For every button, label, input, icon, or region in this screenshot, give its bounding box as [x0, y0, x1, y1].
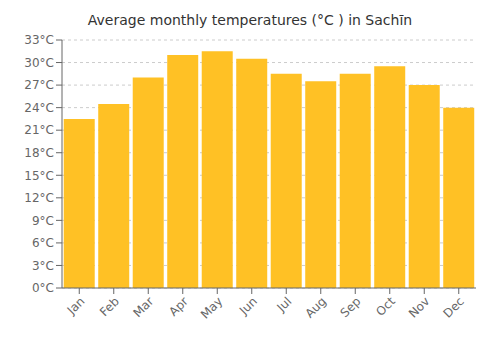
svg-text:30°C: 30°C	[24, 56, 54, 70]
svg-text:15°C: 15°C	[24, 169, 54, 183]
svg-text:Nov: Nov	[406, 294, 432, 320]
svg-text:12°C: 12°C	[24, 191, 54, 205]
svg-text:May: May	[198, 294, 225, 321]
svg-text:Sep: Sep	[337, 294, 363, 320]
svg-text:0°C: 0°C	[32, 281, 54, 295]
svg-text:Dec: Dec	[441, 294, 467, 320]
svg-text:9°C: 9°C	[32, 214, 54, 228]
svg-text:Oct: Oct	[373, 294, 398, 319]
svg-text:3°C: 3°C	[32, 259, 54, 273]
svg-text:Jan: Jan	[64, 294, 88, 318]
svg-text:6°C: 6°C	[32, 236, 54, 250]
svg-text:27°C: 27°C	[24, 78, 54, 92]
svg-text:Apr: Apr	[166, 294, 191, 319]
svg-text:Mar: Mar	[130, 294, 156, 320]
svg-text:Feb: Feb	[97, 294, 122, 319]
svg-text:Jun: Jun	[236, 294, 260, 318]
svg-text:Aug: Aug	[302, 294, 328, 320]
svg-text:Jul: Jul	[274, 294, 295, 315]
html-text:Average monthly temperatures (: Average monthly temperatures (°C ) in Sa…	[87, 12, 413, 28]
svg-text:33°C: 33°C	[24, 33, 54, 47]
svg-text:21°C: 21°C	[24, 123, 54, 137]
svg-text:18°C: 18°C	[24, 146, 54, 160]
svg-text:24°C: 24°C	[24, 101, 54, 115]
